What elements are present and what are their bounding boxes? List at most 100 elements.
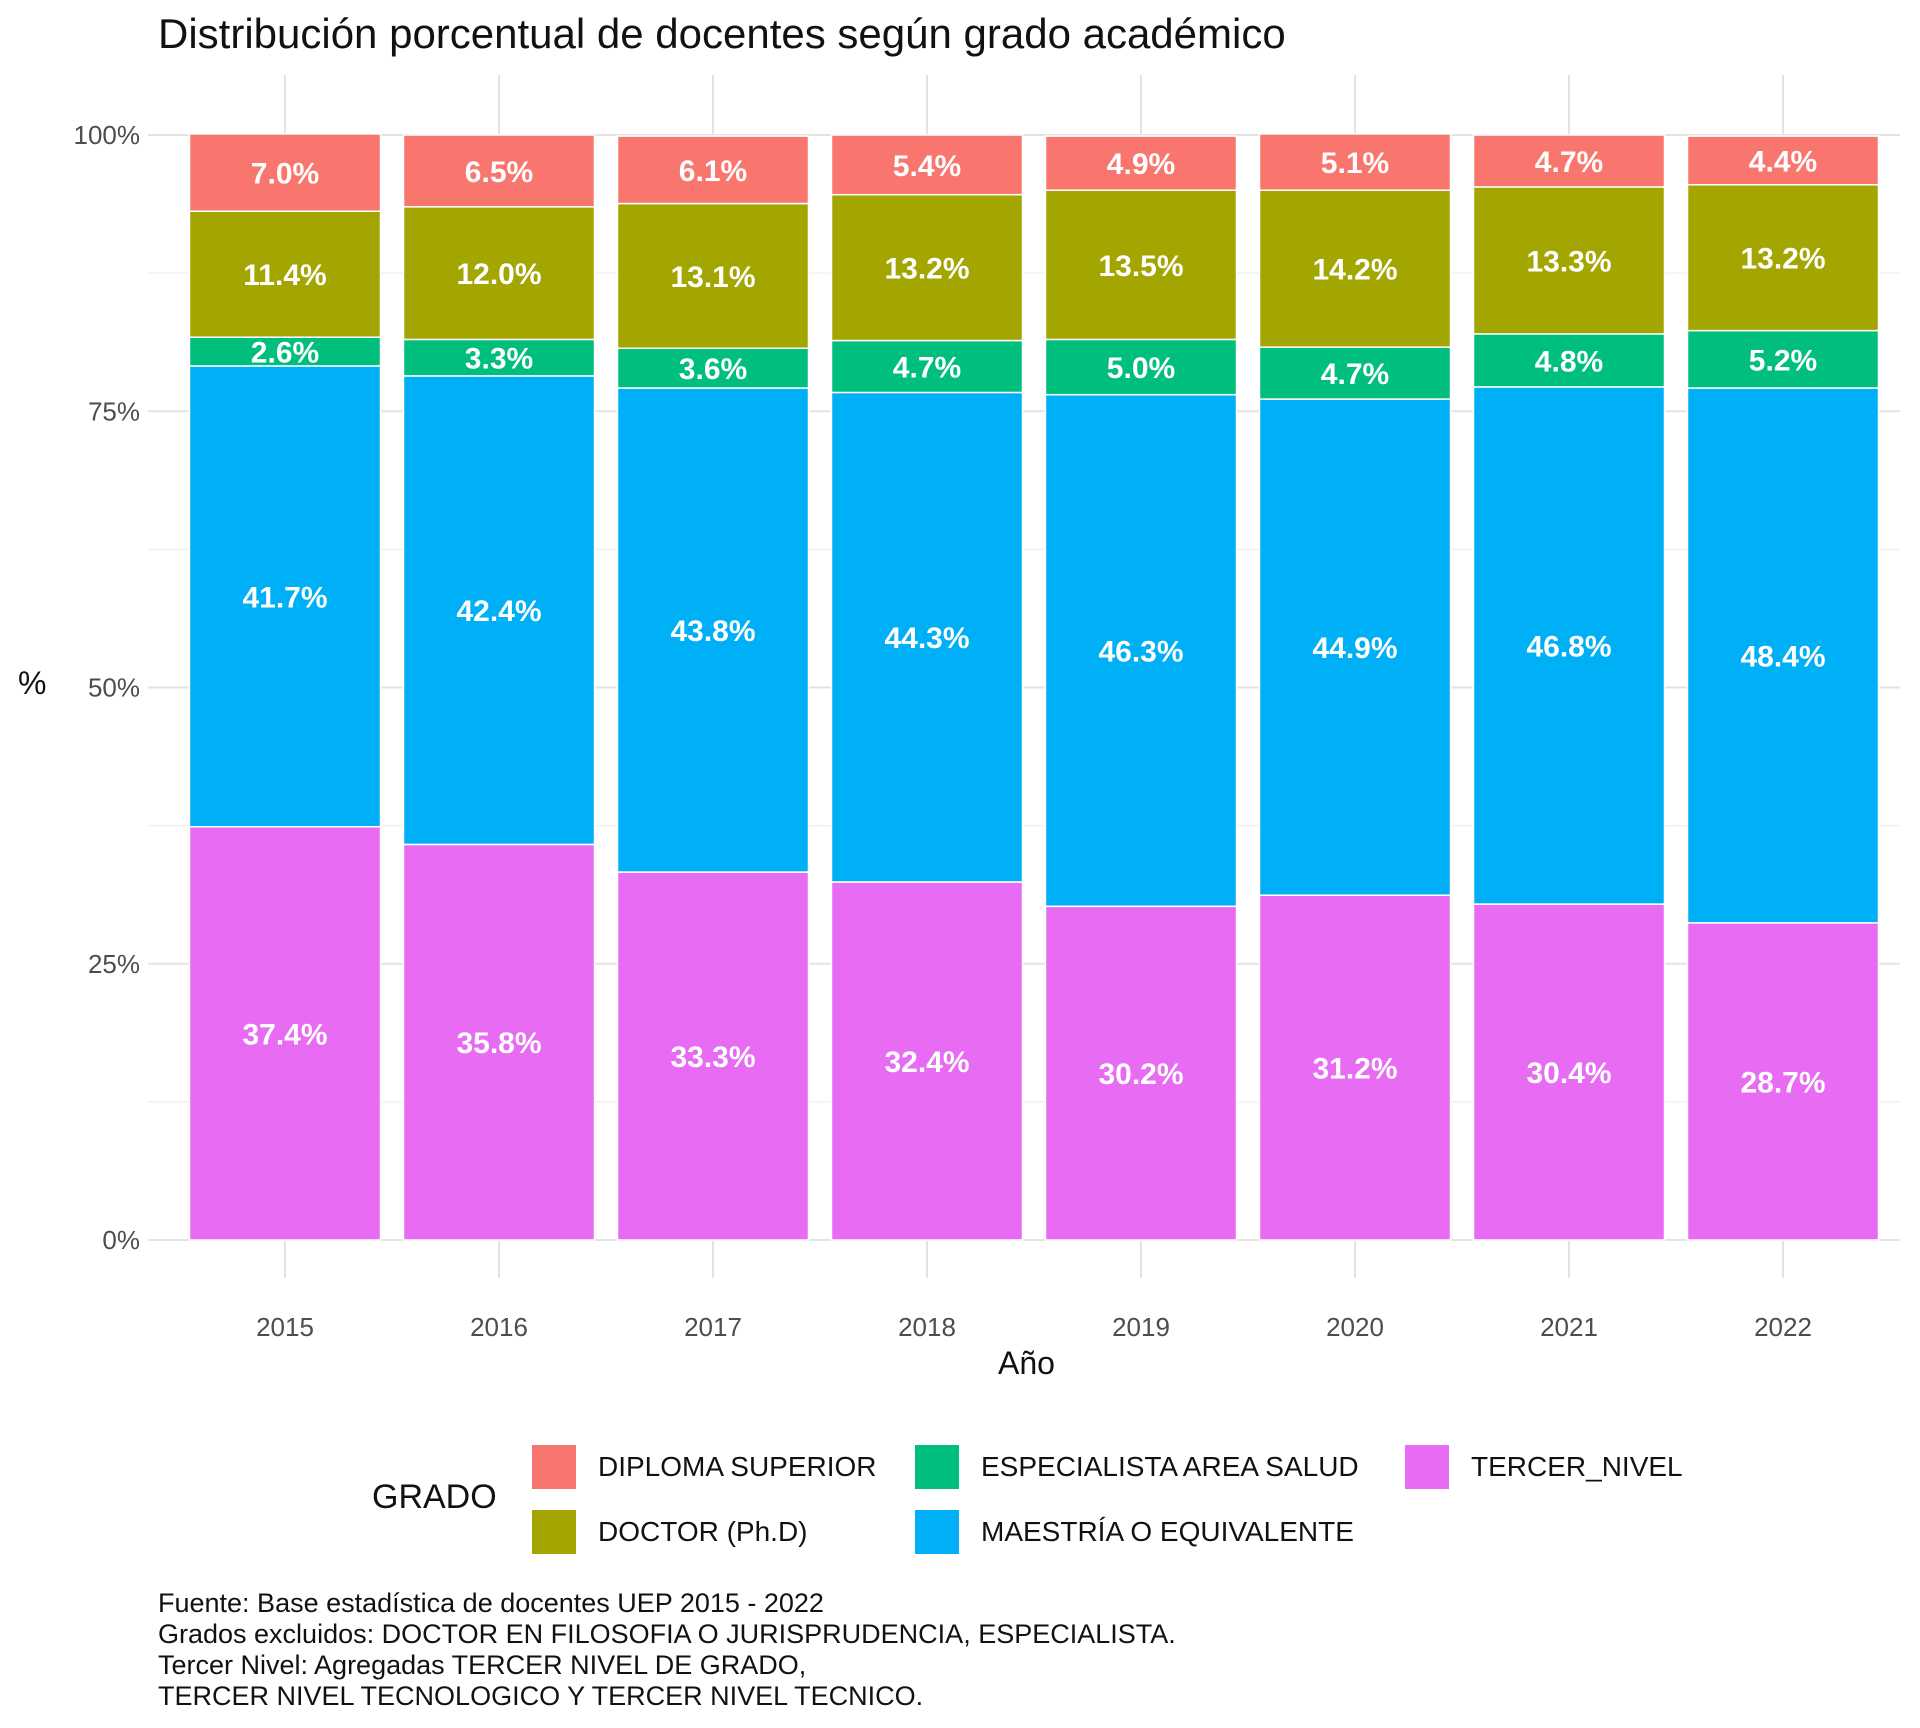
data-label: 5.0% (1107, 352, 1175, 385)
caption-line: Tercer Nivel: Agregadas TERCER NIVEL DE … (158, 1650, 807, 1680)
data-label: 37.4% (242, 1018, 327, 1051)
legend-item-diploma-superior: DIPLOMA SUPERIOR (532, 1445, 877, 1489)
legend-swatch-diploma-superior (532, 1445, 576, 1489)
data-label: 6.5% (465, 156, 533, 189)
bar-segment (1472, 186, 1666, 335)
data-label: 44.9% (1312, 632, 1397, 665)
bar-segment (1472, 386, 1666, 905)
bar-segment (1258, 133, 1452, 192)
y-axis-title: % (18, 665, 47, 701)
legend-label: MAESTRÍA O EQUIVALENTE (981, 1516, 1354, 1547)
data-label: 30.2% (1098, 1058, 1183, 1091)
legend-swatch-tercer-nivel (1405, 1445, 1449, 1489)
legend-label: TERCER_NIVEL (1471, 1451, 1683, 1482)
bar-segment (1258, 894, 1452, 1241)
data-label: 5.1% (1321, 147, 1389, 180)
bar-segment (1044, 135, 1238, 191)
x-tick-label: 2022 (1754, 1312, 1812, 1342)
data-label: 14.2% (1312, 254, 1397, 287)
data-label: 13.1% (670, 261, 755, 294)
data-label: 35.8% (456, 1027, 541, 1060)
legend-swatch-especialista-area-salud (915, 1445, 959, 1489)
data-label: 3.6% (679, 353, 747, 386)
bar-segment (616, 135, 810, 205)
data-label: 28.7% (1740, 1066, 1825, 1099)
data-label: 13.3% (1526, 245, 1611, 278)
y-tick-label: 25% (88, 949, 140, 979)
bar-segment (616, 871, 810, 1241)
data-label: 4.7% (893, 351, 961, 384)
data-label: 46.8% (1526, 631, 1611, 664)
bar-segment (402, 843, 596, 1241)
data-label: 12.0% (456, 258, 541, 291)
data-label: 30.4% (1526, 1057, 1611, 1090)
chart-title: Distribución porcentual de docentes segú… (158, 10, 1286, 57)
data-label: 4.9% (1107, 148, 1175, 181)
data-label: 42.4% (456, 595, 541, 628)
bar-segment (1044, 338, 1238, 396)
data-label: 43.8% (670, 615, 755, 648)
bar-segment (188, 365, 382, 828)
legend-item-doctor: DOCTOR (Ph.D) (532, 1510, 808, 1554)
x-tick-label: 2019 (1112, 1312, 1170, 1342)
x-tick-label: 2020 (1326, 1312, 1384, 1342)
legend-swatch-doctor (532, 1510, 576, 1554)
bar-segment (188, 133, 382, 212)
bar-segment (1472, 134, 1666, 188)
data-label: 46.3% (1098, 635, 1183, 668)
x-tick-label: 2017 (684, 1312, 742, 1342)
bar-segment (830, 391, 1024, 883)
data-label: 13.5% (1098, 250, 1183, 283)
data-label: 2.6% (251, 337, 319, 370)
legend-item-especialista-area-salud: ESPECIALISTA AREA SALUD (915, 1445, 1359, 1489)
x-tick-label: 2021 (1540, 1312, 1598, 1342)
bar-segment (1044, 393, 1238, 908)
y-tick-label: 0% (102, 1225, 140, 1255)
data-label: 4.8% (1535, 345, 1603, 378)
bar-segment (188, 210, 382, 338)
bar-segment (402, 338, 596, 377)
data-label: 3.3% (465, 343, 533, 376)
bar-segment (1472, 903, 1666, 1241)
bar-segment (830, 134, 1024, 196)
x-tick-label: 2015 (256, 1312, 314, 1342)
bar-segment (188, 336, 382, 367)
bar-segment (1686, 922, 1880, 1241)
chart-caption: Fuente: Base estadística de docentes UEP… (158, 1588, 1176, 1712)
bar-segment (1258, 346, 1452, 400)
bar-segment (1258, 189, 1452, 348)
bar-segment (616, 347, 810, 389)
y-tick-label: 75% (88, 396, 140, 426)
data-label: 32.4% (884, 1046, 969, 1079)
bar-segment (402, 375, 596, 846)
data-label: 44.3% (884, 622, 969, 655)
data-label: 13.2% (1740, 243, 1825, 276)
data-label: 13.2% (884, 253, 969, 286)
data-label: 6.1% (679, 155, 747, 188)
data-label: 11.4% (243, 259, 326, 292)
legend-label: DOCTOR (Ph.D) (598, 1516, 808, 1547)
bar-segment (1686, 183, 1880, 332)
data-label: 7.0% (251, 158, 319, 191)
legend-title: GRADO (372, 1478, 497, 1516)
bar-segment (1686, 135, 1880, 186)
caption-line: Grados excluidos: DOCTOR EN FILOSOFIA O … (158, 1619, 1176, 1649)
legend-item-maestria: MAESTRÍA O EQUIVALENTE (915, 1510, 1354, 1554)
data-label: 33.3% (670, 1041, 755, 1074)
bar-segment (1686, 387, 1880, 924)
y-tick-label: 50% (88, 673, 140, 703)
data-label: 41.7% (242, 581, 327, 614)
bar-segment (616, 387, 810, 873)
bar-segment (1686, 329, 1880, 389)
data-label: 5.4% (893, 150, 961, 183)
caption-line: Fuente: Base estadística de docentes UEP… (158, 1588, 824, 1618)
data-label: 48.4% (1740, 640, 1825, 673)
bar-segment (1258, 398, 1452, 896)
bar-segment (830, 339, 1024, 394)
bar-segment (402, 206, 596, 341)
x-tick-label: 2018 (898, 1312, 956, 1342)
data-label: 31.2% (1312, 1053, 1397, 1086)
data-label: 5.2% (1749, 344, 1817, 377)
x-tick-label: 2016 (470, 1312, 528, 1342)
